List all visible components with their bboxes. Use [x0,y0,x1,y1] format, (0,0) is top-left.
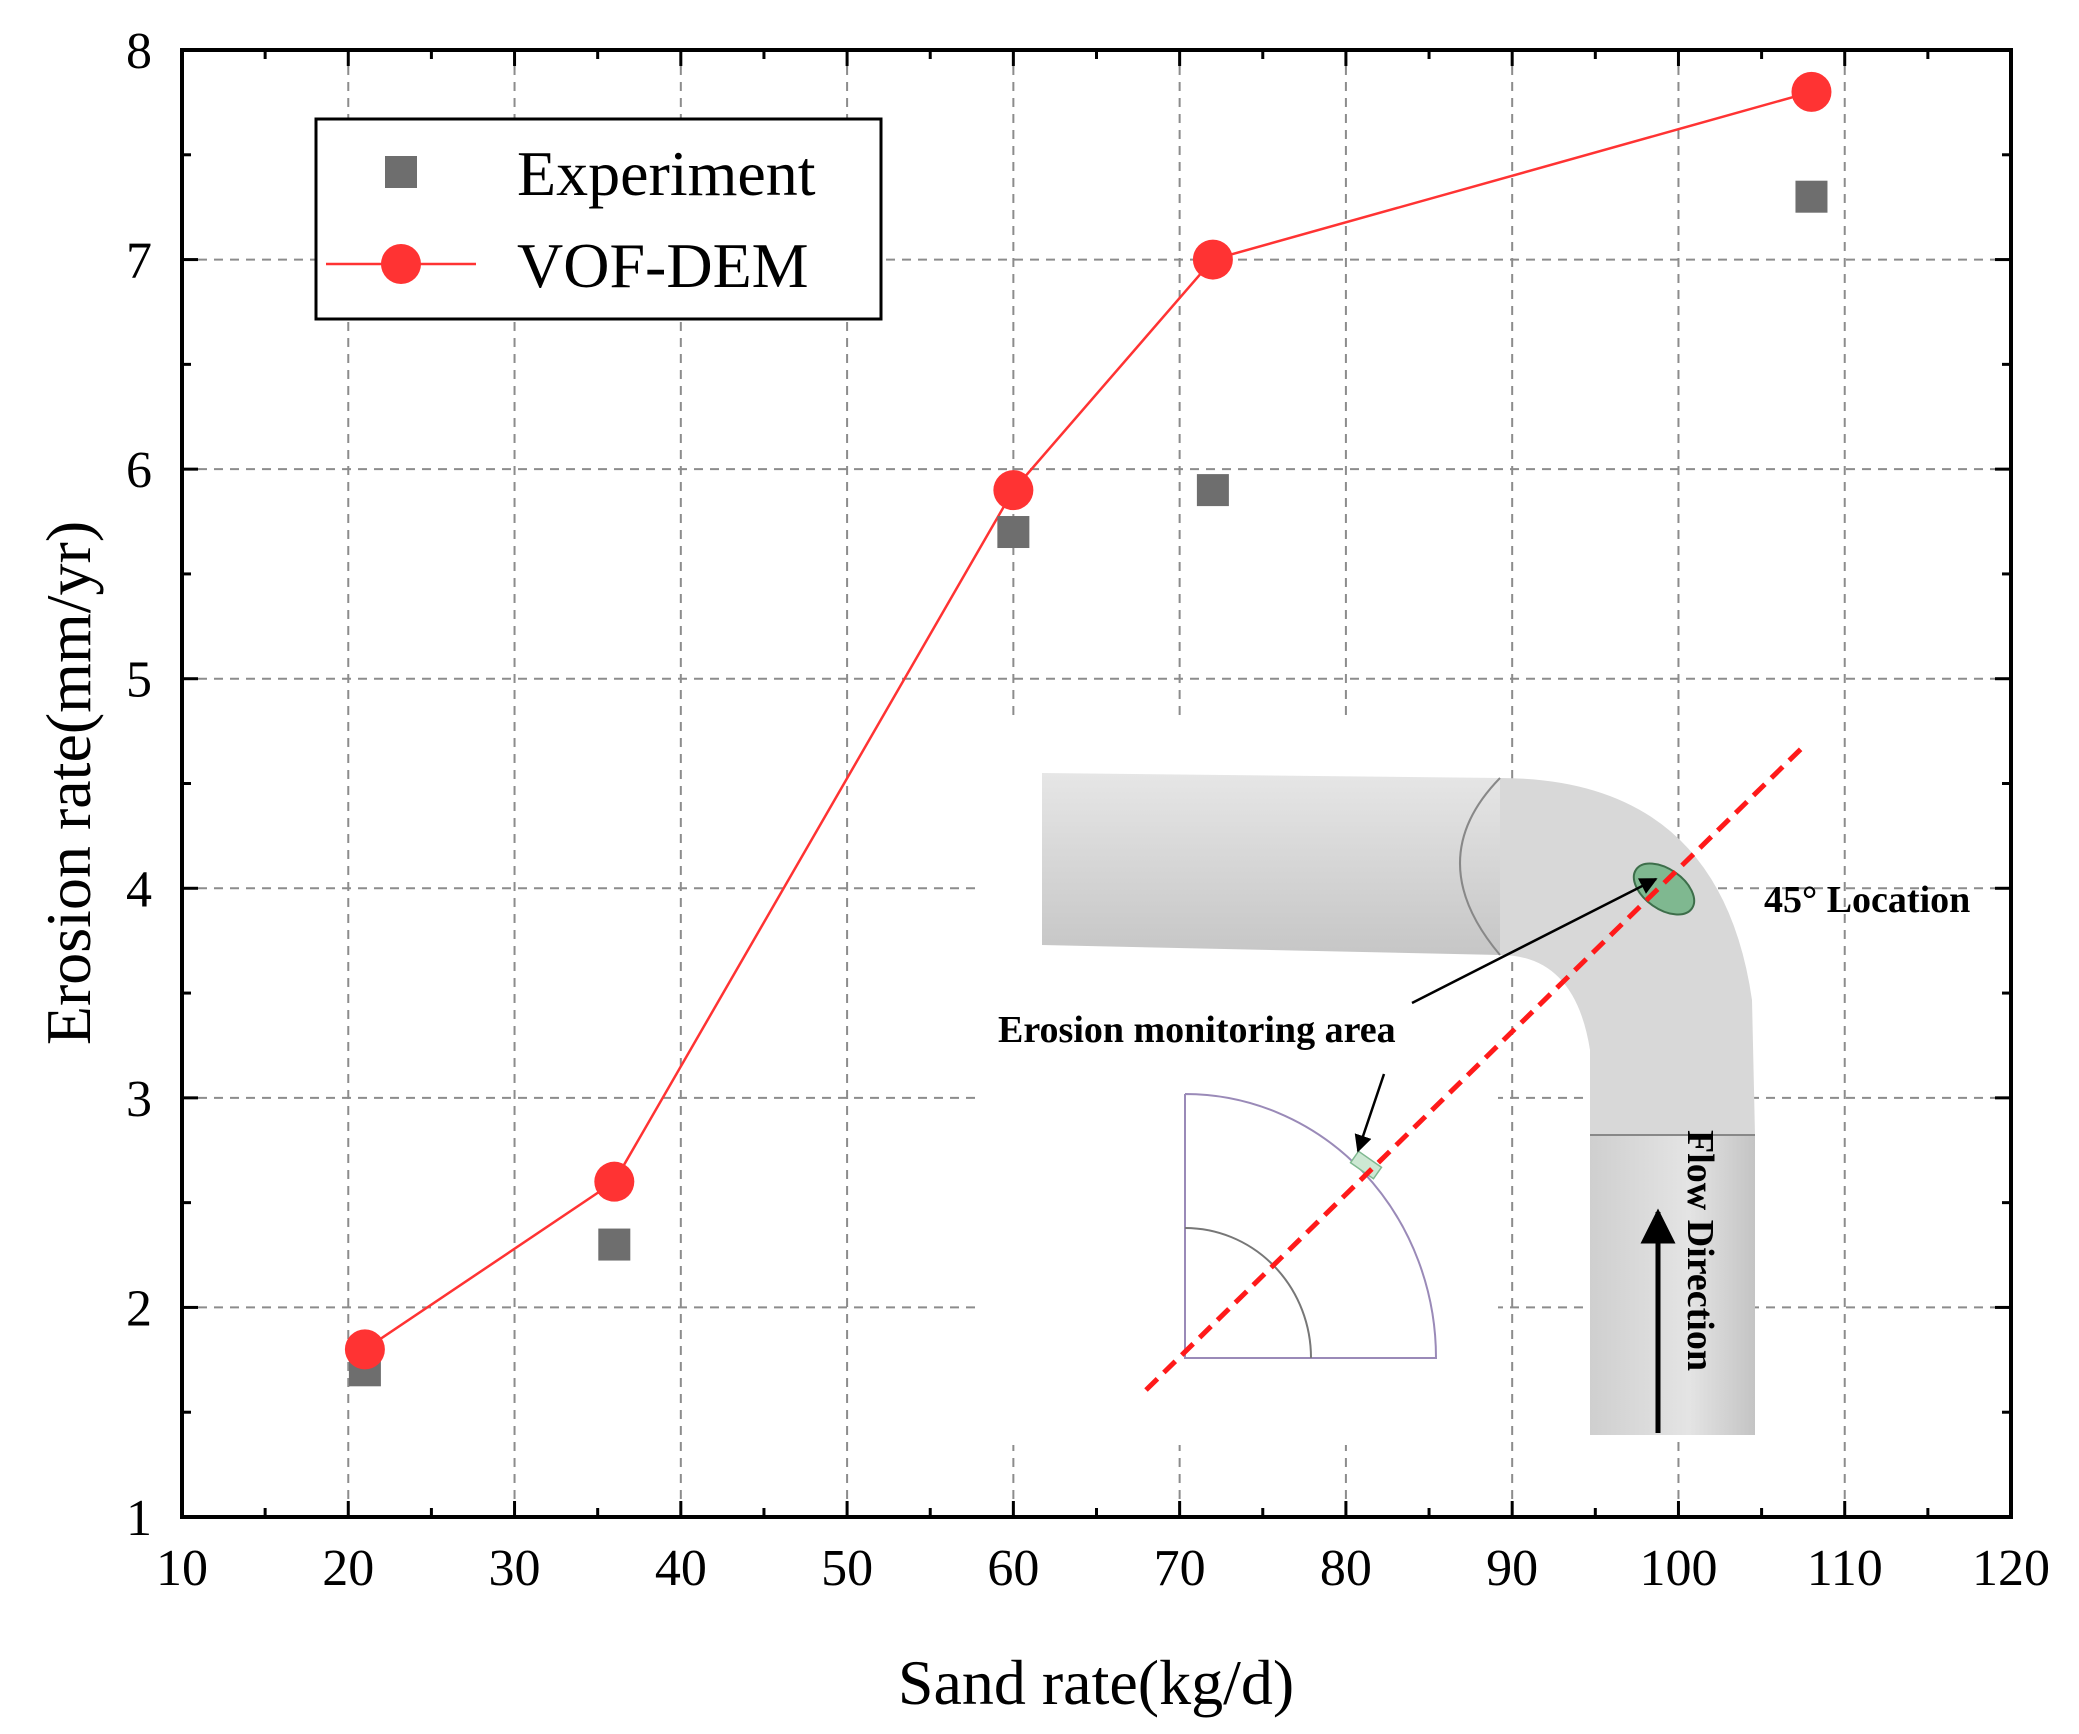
pipe-horizontal [1042,773,1500,955]
legend-vof-label: VOF-DEM [517,230,809,301]
pipe-seam-top [1459,777,1501,956]
experiment-point [1795,180,1828,213]
y-axis-title: Erosion rate(mm/yr) [33,521,104,1045]
pipe-elbow [1500,778,1755,1135]
x-tick-label: 100 [1639,1540,1717,1597]
vof-dem-point [344,1329,385,1370]
location-label: 45° Location [1764,879,1970,921]
legend-box [314,117,883,321]
experiment-points [348,180,1828,1387]
x-tick-label: 60 [987,1540,1039,1597]
experiment-point [1196,474,1229,507]
vof-dem-points [344,71,1832,1370]
y-tick-label: 6 [126,442,152,499]
y-tick-label: 2 [126,1280,152,1337]
legend-experiment-marker [385,156,417,188]
x-tick-label: 40 [655,1540,707,1597]
y-tick-label: 3 [126,1071,152,1128]
x-tick-label: 70 [1154,1540,1206,1597]
cross-section-outer [1184,1093,1438,1359]
x-tick-label: 80 [1320,1540,1372,1597]
y-tick-label: 1 [126,1490,152,1547]
vof-dem-point [594,1161,635,1202]
x-tick-label: 20 [322,1540,374,1597]
cross-section-patch [1349,1150,1383,1180]
x-tick-label: 120 [1972,1540,2050,1597]
y-tick-labels: 1 2 3 4 5 6 7 8 [126,23,152,1547]
flow-direction-label: Flow Direction [1679,1130,1721,1371]
y-tick-label: 8 [126,23,152,80]
x-tick-label: 10 [156,1540,208,1597]
legend-experiment-label: Experiment [517,138,816,209]
monitor-arrow [1411,877,1658,1005]
vof-dem-point [993,470,1034,511]
dashed-45-line [1144,743,1807,1392]
x-tick-label: 110 [1807,1540,1883,1597]
y-tick-label: 7 [126,233,152,290]
legend-vof-marker [381,244,421,284]
x-tick-label: 50 [821,1540,873,1597]
x-tick-labels: 10 20 30 40 50 60 70 80 90 100 110 120 [156,1540,2050,1597]
vof-dem-point [1192,239,1233,280]
experiment-point [997,516,1030,549]
experiment-point [598,1228,631,1261]
pipe-vertical [1590,1135,1755,1435]
y-tick-label: 4 [126,861,152,918]
x-axis-title: Sand rate(kg/d) [898,1647,1294,1718]
x-tick-label: 90 [1486,1540,1538,1597]
x-tick-label: 30 [489,1540,541,1597]
plot-frame [180,48,2013,1519]
monitoring-area-label: Erosion monitoring area [998,1009,1396,1051]
y-tick-label: 5 [126,652,152,709]
vof-dem-point [1791,71,1832,112]
pipe-elbow-inset: 45° Location Erosion monitoring area Flo… [980,720,1970,1445]
legend: Experiment VOF-DEM [314,117,883,321]
section-arrow [1354,1073,1386,1153]
